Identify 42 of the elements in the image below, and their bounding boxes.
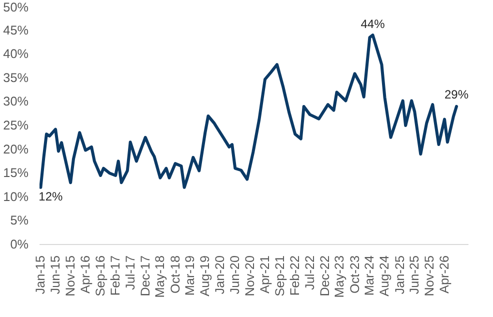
x-tick-label: Apr-21 <box>258 255 272 294</box>
y-tick-label: 50% <box>3 0 29 14</box>
x-tick-label: Mar-24 <box>362 255 377 296</box>
x-tick-label: Aug-19 <box>198 256 212 296</box>
x-tick-label: Jan-15 <box>34 255 48 294</box>
x-tick-label: Nov-15 <box>64 255 78 296</box>
x-tick-label: Sep-21 <box>273 256 288 296</box>
x-tick-label: May-23 <box>332 256 347 298</box>
x-tick-label: Mar-19 <box>183 255 198 296</box>
y-tick-label: 35% <box>3 70 29 85</box>
x-tick-label: Jun-25 <box>408 255 422 294</box>
x-tick-label: Dec-17 <box>138 255 152 296</box>
x-tick-label: Jul-22 <box>302 255 317 290</box>
x-tick-label: Nov-20 <box>243 255 258 296</box>
annotation: 12% <box>38 189 64 204</box>
y-tick-label: 40% <box>3 47 29 62</box>
y-tick-label: 15% <box>3 166 29 180</box>
y-tick-label: 25% <box>3 118 29 132</box>
x-tick-label: Apr-16 <box>78 255 93 294</box>
y-tick-label: 20% <box>3 142 29 156</box>
x-tick-label: Jun-15 <box>48 255 63 294</box>
x-tick-label: Feb-22 <box>288 255 302 296</box>
x-tick-label: May-18 <box>153 256 168 298</box>
x-tick-label: Sep-16 <box>94 256 108 296</box>
x-tick-label: Nov-25 <box>422 255 437 296</box>
x-tick-label: Feb-17 <box>108 255 123 296</box>
y-tick-label: 10% <box>3 190 29 204</box>
x-tick-label: Dec-22 <box>318 255 332 296</box>
x-tick-label: Jul-17 <box>123 255 138 290</box>
x-tick-label: Apr-26 <box>438 255 452 294</box>
x-tick-label: Oct-23 <box>348 255 362 294</box>
y-tick-label: 5% <box>10 214 29 228</box>
x-tick-label: Jun-20 <box>228 255 242 294</box>
y-tick-label: 0% <box>10 238 29 252</box>
x-tick-label: Jan-25 <box>392 255 407 294</box>
y-tick-label: 45% <box>3 23 29 38</box>
x-tick-label: Oct-18 <box>168 255 182 294</box>
x-tick-label: Aug-24 <box>378 256 392 296</box>
annotation: 29% <box>444 87 469 102</box>
x-tick-label: Jan-20 <box>213 255 228 294</box>
y-tick-label: 30% <box>3 94 29 109</box>
annotation: 44% <box>360 17 386 32</box>
